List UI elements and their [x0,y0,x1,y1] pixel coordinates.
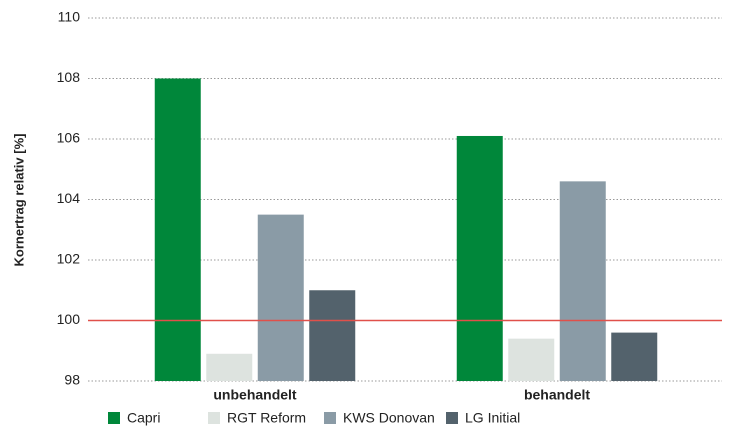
legend-swatch [446,412,458,424]
legend-label: KWS Donovan [343,410,435,426]
bar [309,290,356,381]
y-tick-label: 110 [58,9,81,25]
bar [257,214,304,381]
y-tick-label: 108 [57,69,81,85]
legend-label: LG Initial [465,410,520,426]
y-tick-label: 106 [57,130,81,146]
legend-label: RGT Reform [227,410,306,426]
legend-swatch [208,412,220,424]
legend-swatch [108,412,120,424]
bar [508,338,555,381]
y-tick-label: 104 [57,190,81,206]
y-tick-label: 100 [57,311,81,327]
bar [559,181,606,381]
bar [154,78,201,381]
legend-swatch [324,412,336,424]
y-tick-label: 102 [57,251,81,267]
bar [456,135,503,381]
bar [611,332,658,381]
y-axis-label: Kornertrag relativ [%] [11,134,26,267]
y-tick-label: 98 [64,372,80,388]
bar [206,353,253,381]
x-tick-label: behandelt [524,387,590,403]
legend-label: Capri [127,410,160,426]
x-tick-label: unbehandelt [213,387,297,403]
